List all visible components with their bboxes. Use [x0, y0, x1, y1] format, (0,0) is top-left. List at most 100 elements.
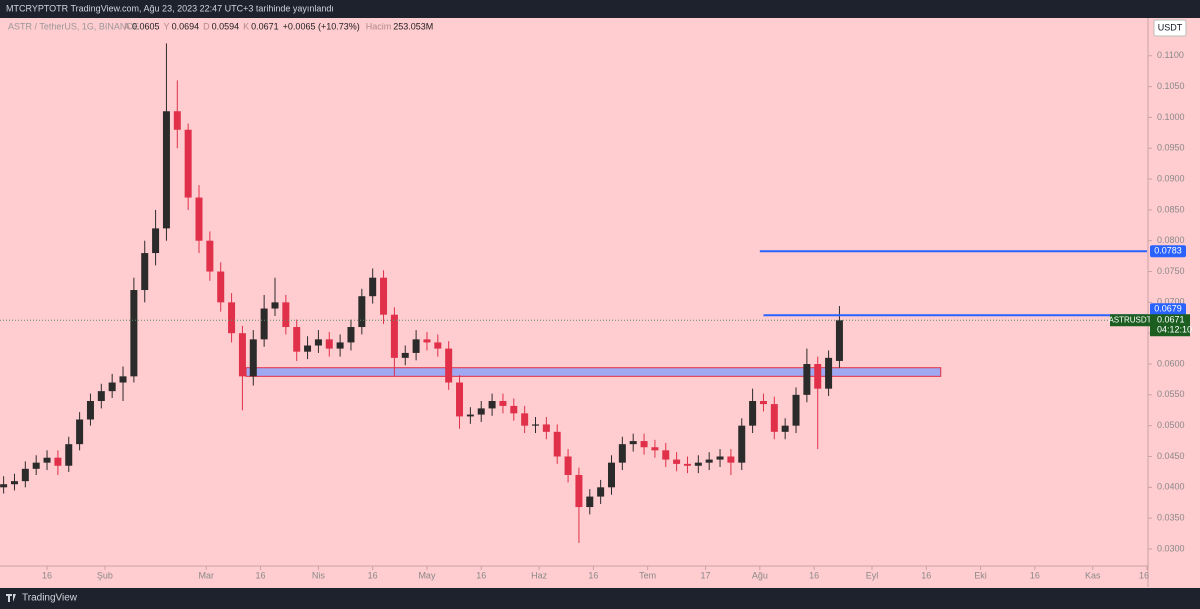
x-tick-label: Kas: [1085, 570, 1101, 580]
level-label: 0.0783: [1154, 246, 1182, 256]
legend-item: A: [124, 21, 130, 31]
candle-body: [705, 459, 713, 463]
candle-body: [694, 462, 702, 466]
candle-body: [347, 327, 355, 343]
legend-title: ASTR / TetherUS, 1G, BINANCE: [8, 21, 139, 31]
candle-body: [152, 228, 160, 254]
candle-body: [759, 401, 767, 405]
y-tick-label: 0.0700: [1157, 297, 1185, 307]
candle-body: [304, 345, 312, 352]
candle-body: [271, 302, 279, 309]
countdown: 04:12:10: [1157, 325, 1192, 335]
x-tick-label: Haz: [531, 570, 548, 580]
y-tick-label: 0.0450: [1157, 451, 1185, 461]
price-label: 0.0671: [1157, 315, 1185, 325]
x-tick-label: 16: [921, 570, 931, 580]
x-tick-label: Eki: [974, 570, 987, 580]
currency-box[interactable]: [1153, 19, 1187, 37]
x-tick-label: Mar: [198, 570, 214, 580]
y-tick-label: 0.1000: [1157, 112, 1185, 122]
candle-body: [499, 401, 507, 406]
x-tick-label: Ağu: [752, 570, 768, 580]
y-tick-label: 0.0950: [1157, 143, 1185, 153]
candle-body: [477, 408, 485, 415]
candle-body: [586, 496, 594, 508]
candle-body: [727, 456, 735, 463]
candle-body: [770, 404, 778, 432]
candle-body: [238, 333, 246, 377]
candle-body: [510, 405, 518, 414]
candle-body: [86, 401, 94, 420]
candle-body: [228, 302, 236, 334]
candle-body: [0, 484, 8, 488]
candle-body: [130, 290, 138, 377]
candle-body: [466, 414, 474, 417]
candle-body: [488, 401, 496, 409]
x-tick-label: 16: [1139, 570, 1149, 580]
candle-body: [21, 468, 29, 482]
candle-body: [369, 277, 377, 297]
candle-body: [542, 424, 550, 432]
candle-body: [108, 382, 116, 392]
level-label: 0.0679: [1154, 304, 1182, 314]
y-tick-label: 0.0400: [1157, 482, 1185, 492]
candle-body: [217, 271, 225, 303]
candle-body: [738, 425, 746, 463]
candle-body: [835, 320, 843, 361]
candle-body: [575, 474, 583, 508]
candle-body: [249, 339, 257, 377]
candle-body: [401, 352, 409, 358]
price-badge: [1150, 314, 1190, 337]
candle-body: [54, 457, 62, 466]
candle-body: [662, 450, 670, 460]
candle-body: [825, 357, 833, 389]
candle-body: [325, 339, 333, 349]
candle-body: [814, 364, 822, 389]
y-tick-label: 0.1050: [1157, 81, 1185, 91]
candle-body: [456, 382, 464, 417]
y-tick-label: 0.0550: [1157, 389, 1185, 399]
candle-body: [651, 447, 659, 451]
candle-body: [781, 425, 789, 432]
candle-body: [423, 339, 431, 343]
x-tick-label: 16: [809, 570, 819, 580]
candle-body: [293, 327, 301, 352]
candle-body: [184, 129, 192, 198]
y-tick-label: 0.0800: [1157, 235, 1185, 245]
candle-body: [716, 456, 724, 460]
y-tick-label: 0.0600: [1157, 358, 1185, 368]
currency: USDT: [1158, 22, 1183, 32]
candle-body: [314, 339, 322, 346]
top-bar: [0, 0, 1200, 18]
x-tick-label: 16: [476, 570, 486, 580]
candle-body: [119, 376, 127, 383]
support-zone: [245, 367, 942, 377]
level-badge: [1150, 245, 1186, 258]
candle-body: [553, 431, 561, 457]
legend-item: +0.0065 (+10.73%): [283, 21, 360, 31]
legend-item: 0.0605: [132, 21, 160, 31]
candle-body: [629, 441, 637, 445]
symbol-badge: [1110, 314, 1150, 327]
legend-item: 0.0594: [212, 21, 240, 31]
legend-item: D: [203, 21, 210, 31]
x-tick-label: Nis: [312, 570, 325, 580]
candle-body: [43, 457, 51, 463]
legend-item: K: [243, 21, 249, 31]
y-tick-label: 0.1100: [1157, 50, 1184, 60]
legend-item: 0.0694: [172, 21, 200, 31]
x-tick-label: Tem: [639, 570, 656, 580]
candle-body: [390, 314, 398, 358]
x-tick-label: Şub: [97, 570, 113, 580]
level-badge: [1150, 303, 1186, 316]
y-tick-label: 0.0850: [1157, 204, 1185, 214]
candle-body: [10, 481, 18, 485]
x-tick-label: 16: [588, 570, 598, 580]
candle-body: [195, 197, 203, 241]
candle-body: [445, 348, 453, 383]
candle-body: [597, 487, 605, 497]
candle-body: [564, 456, 572, 475]
